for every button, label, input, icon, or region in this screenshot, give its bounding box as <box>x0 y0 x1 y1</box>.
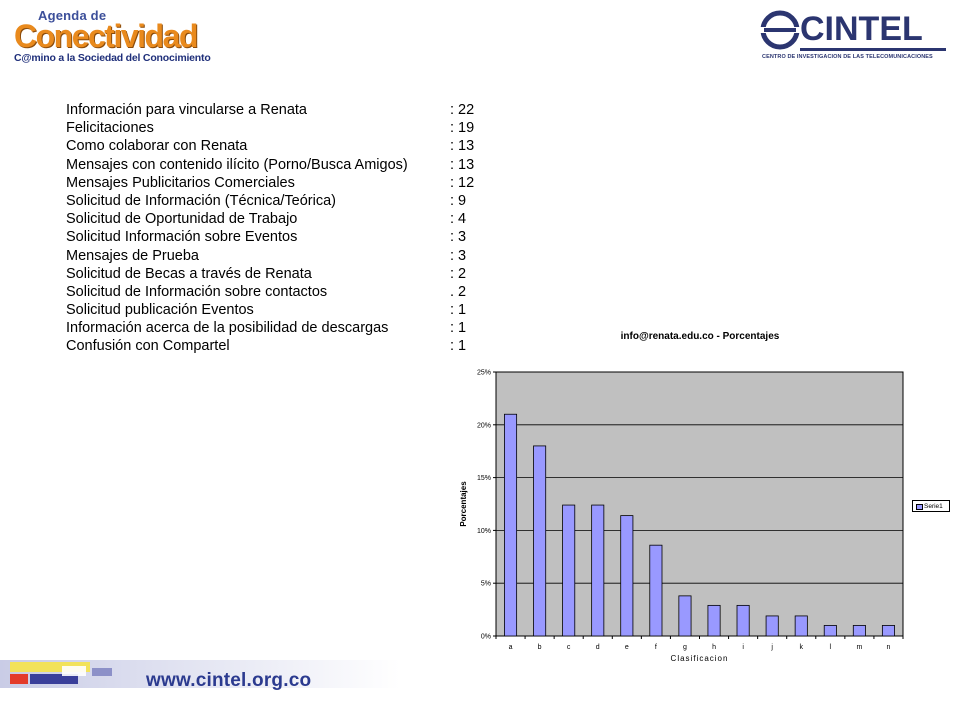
legend-swatch <box>916 504 923 510</box>
category-label: Felicitaciones <box>66 120 154 137</box>
x-tick-label: j <box>770 644 773 651</box>
category-count: : 3 <box>450 247 467 264</box>
category-label: Solicitud de Becas a través de Renata <box>66 265 312 282</box>
x-tick-label: e <box>625 644 629 651</box>
logo-line-3: C@mino a la Sociedad del Conocimiento <box>14 52 211 64</box>
category-label: Como colaborar con Renata <box>66 138 248 155</box>
x-tick-label: l <box>830 644 832 651</box>
x-tick-label: k <box>800 644 804 651</box>
bar <box>823 625 837 637</box>
chart-title: info@renata.edu.co - Porcentajes <box>620 331 780 342</box>
category-label: Solicitud Información sobre Eventos <box>66 229 298 246</box>
x-tick-label: d <box>596 644 600 651</box>
y-tick-label: 20% <box>477 422 491 429</box>
cintel-subtitle: CENTRO DE INVESTIGACION DE LAS TELECOMUN… <box>762 54 933 60</box>
bar <box>736 604 750 637</box>
x-tick-label: b <box>538 644 542 651</box>
y-axis-label: Porcentajes <box>459 481 468 527</box>
bar <box>533 445 547 637</box>
x-tick-label: m <box>856 644 862 651</box>
category-count: . 2 <box>450 283 467 300</box>
bar-chart: 0% 5% 10% 15% 20% 25% a b c d e f g h i j k l m n Clasificac… <box>459 370 904 662</box>
category-label: Solicitud de Oportunidad de Trabajo <box>66 211 298 228</box>
x-tick-label: i <box>742 644 744 651</box>
category-count: : 3 <box>450 229 467 246</box>
category-label: Solicitud publicación Eventos <box>66 302 254 319</box>
category-count: : 13 <box>450 156 475 173</box>
chart-legend: Serie1 <box>912 500 950 512</box>
category-count: : 22 <box>450 102 475 118</box>
category-count: : 1 <box>450 320 467 337</box>
category-count: : 12 <box>450 174 475 191</box>
logo-line-1: Agenda de <box>38 8 107 23</box>
x-tick-label: n <box>887 644 891 651</box>
bar <box>620 515 634 637</box>
cintel-rule <box>800 48 946 51</box>
category-label: Confusión con Compartel <box>66 338 230 355</box>
footer-url: www.cintel.org.co <box>146 670 312 691</box>
y-tick-label: 25% <box>477 370 491 377</box>
y-tick-label: 0% <box>481 634 491 641</box>
logo-line-2: Conectividad <box>14 18 198 54</box>
x-tick-label: g <box>683 644 687 651</box>
bar <box>649 544 663 637</box>
category-count: : 1 <box>450 302 467 319</box>
bar <box>707 604 721 637</box>
bar <box>881 625 895 637</box>
agenda-de-conectividad-logo: Agenda de Conectividad C@mino a la Socie… <box>10 6 211 68</box>
category-label: Mensajes de Prueba <box>66 247 199 264</box>
bar <box>794 615 808 637</box>
category-label: Solicitud de Información (Técnica/Teóric… <box>66 192 336 209</box>
footer-decoration <box>0 660 400 688</box>
category-count: : 13 <box>450 138 475 155</box>
category-count: : 1 <box>450 338 467 355</box>
x-axis-label: Clasificacion <box>671 654 729 662</box>
x-tick-label: a <box>509 644 513 651</box>
bar <box>591 504 605 637</box>
x-tick-label: f <box>655 644 657 651</box>
bar <box>504 413 518 637</box>
category-label: Información acerca de la posibilidad de … <box>66 320 389 337</box>
y-tick-label: 5% <box>481 581 491 588</box>
category-count: : 4 <box>450 211 467 228</box>
bar <box>765 615 779 637</box>
cintel-logo: CINTEL CENTRO DE INVESTIGACION DE LAS TE… <box>756 8 952 60</box>
category-label: Información para vincularse a Renata <box>66 102 307 118</box>
x-tick-label: c <box>567 644 571 651</box>
category-label: Mensajes con contenido ilícito (Porno/Bu… <box>66 156 408 173</box>
category-count: : 19 <box>450 120 475 137</box>
x-tick-label: h <box>712 644 716 651</box>
plot-area <box>495 371 904 637</box>
legend-series-name: Serie1 <box>924 503 943 510</box>
bar <box>678 595 692 637</box>
category-count: : 2 <box>450 265 467 282</box>
y-tick-label: 15% <box>477 475 491 482</box>
cintel-brand: CINTEL <box>800 10 923 48</box>
bar <box>562 504 576 637</box>
category-count: : 9 <box>450 192 467 209</box>
category-label: Mensajes Publicitarios Comerciales <box>66 174 295 191</box>
category-label: Solicitud de Información sobre contactos <box>66 283 328 300</box>
bar <box>852 625 866 637</box>
y-tick-label: 10% <box>477 528 491 535</box>
cintel-globe-icon <box>760 10 800 50</box>
